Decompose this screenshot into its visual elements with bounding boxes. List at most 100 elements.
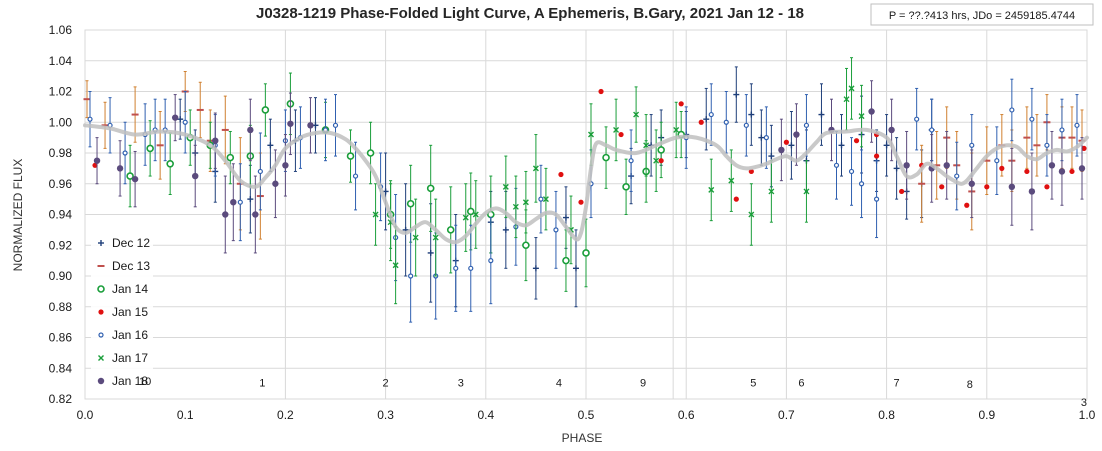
segment-label: 4 (556, 378, 562, 390)
data-point (848, 168, 855, 175)
data-point (512, 203, 519, 210)
data-point-b (673, 126, 680, 133)
data-point (588, 131, 595, 138)
legend-label: Jan 14 (112, 282, 148, 296)
y-tick-label: 0.90 (49, 269, 73, 283)
segment-label: 5 (750, 378, 756, 390)
data-point (763, 135, 769, 141)
data-point (783, 139, 790, 145)
legend-label: Dec 12 (112, 236, 150, 250)
legend-label: Jan 15 (112, 305, 148, 319)
data-point (678, 101, 684, 107)
legend-marker (98, 240, 104, 246)
data-point (598, 88, 604, 95)
data-point (748, 111, 755, 118)
data-point (261, 106, 270, 114)
data-point (553, 227, 559, 233)
data-point (1044, 142, 1050, 148)
data-point (192, 172, 199, 180)
data-point (1081, 145, 1087, 151)
legend: Dec 12 Dec 13 Jan 14 Jan 15 Jan 16 Jan 17 Jan … (91, 234, 153, 394)
legend-item: Jan 16 (98, 328, 148, 342)
data-point (472, 211, 479, 218)
data-point-b (653, 157, 660, 164)
data-point (427, 249, 434, 256)
data-point (406, 199, 415, 208)
data-point (708, 111, 714, 118)
info-box-text: P = ??.?413 hrs, JDo = 2459185.4744 (889, 10, 1075, 22)
data-point (758, 134, 765, 141)
info-box-frame (870, 3, 1094, 26)
data-point (412, 234, 419, 241)
data-point (939, 184, 945, 190)
data-point (873, 153, 880, 159)
segment-label: 1 (259, 378, 265, 390)
data-point (964, 202, 970, 208)
segment-label: 2 (383, 378, 389, 390)
data-point (658, 158, 664, 164)
data-point (903, 162, 910, 169)
data-point (237, 199, 243, 205)
data-point (848, 85, 855, 92)
data-point (748, 211, 755, 218)
data-point-b (748, 211, 755, 218)
legend-marker (97, 285, 105, 293)
data-point (532, 265, 539, 272)
segment-label: 10 (139, 376, 151, 388)
data-point-b (532, 165, 539, 172)
data-point (267, 142, 274, 149)
data-point (883, 142, 890, 149)
data-point (673, 126, 680, 133)
data-point-b (803, 188, 810, 195)
data-point-b (372, 211, 379, 218)
data-point-b (843, 96, 850, 103)
data-point (733, 91, 740, 98)
data-point (307, 122, 314, 129)
legend-marker-b (98, 355, 104, 361)
data-point (657, 146, 665, 154)
data-point (1028, 188, 1036, 195)
data-point (778, 146, 785, 154)
series-jan-18 (93, 80, 1086, 254)
data-point (182, 119, 188, 125)
data-point (1008, 183, 1016, 191)
data-point (1069, 168, 1075, 175)
segment-label: 7 (894, 378, 900, 390)
data-point (968, 180, 975, 187)
data-point (177, 116, 184, 123)
data-point (653, 157, 660, 164)
legend-item: Jan 18 (97, 374, 148, 388)
segment-label: 6 (798, 378, 804, 390)
data-point (230, 199, 237, 206)
segment-label: 3 (1081, 397, 1087, 409)
data-point (131, 175, 139, 183)
legend-item: Dec 12 (98, 236, 150, 250)
x-tick-label: 0.2 (277, 408, 294, 422)
data-point (466, 207, 475, 216)
data-point-b (472, 211, 479, 218)
data-point (868, 108, 875, 115)
data-point-b (412, 234, 419, 241)
data-point (984, 184, 990, 190)
data-point (462, 214, 469, 221)
data-point (522, 199, 529, 206)
data-point (873, 196, 880, 202)
data-point (733, 196, 739, 202)
data-point-b (613, 126, 620, 133)
legend-marker (98, 355, 104, 361)
x-tick-label: 0.9 (978, 408, 995, 422)
data-point (969, 142, 975, 148)
legend-item: Jan 14 (97, 282, 148, 296)
data-point (1059, 127, 1065, 133)
data-point (122, 150, 128, 156)
series-jan-15 (92, 88, 1087, 208)
x-axis-label: PHASE (562, 431, 603, 445)
data-point (628, 158, 634, 164)
data-point-b (522, 199, 529, 206)
data-point (562, 214, 569, 221)
data-point (578, 199, 584, 205)
info-box: P = ??.?413 hrs, JDo = 2459185.4744 (870, 3, 1094, 26)
data-point (446, 226, 455, 234)
y-tick-label: 0.84 (49, 361, 73, 375)
